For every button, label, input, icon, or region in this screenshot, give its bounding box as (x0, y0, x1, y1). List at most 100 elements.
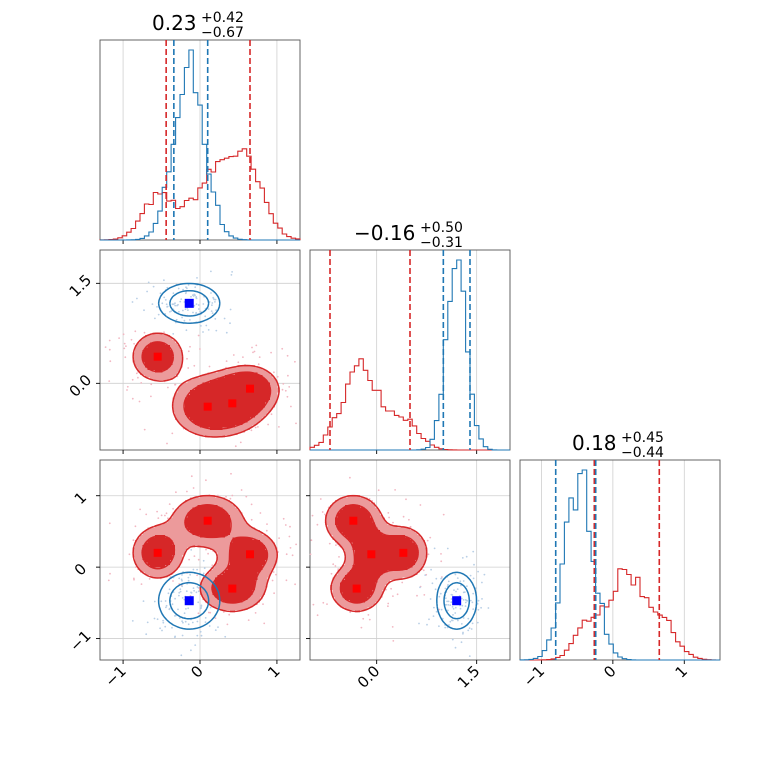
sample-point-blue (180, 578, 183, 581)
sample-point-blue (230, 274, 233, 276)
sample-point-blue (447, 580, 450, 583)
sample-point-red (145, 513, 148, 516)
mode-marker-red (203, 402, 212, 411)
contour-blue-outer (436, 571, 478, 630)
sample-point-blue (476, 621, 479, 624)
sample-point-red (294, 360, 296, 363)
sample-point-red (273, 371, 275, 374)
sample-point-blue (192, 295, 195, 297)
sample-point-red (211, 564, 214, 567)
sample-point-blue (214, 298, 217, 301)
sample-point-red (130, 338, 133, 341)
sample-point-red (205, 548, 207, 551)
sample-point-red (239, 441, 242, 444)
title-2-main: 0.18 (572, 431, 617, 455)
sample-point-red (150, 383, 153, 386)
sample-point-red (165, 512, 168, 515)
sample-point-blue (178, 310, 180, 313)
sample-point-blue (165, 606, 167, 609)
sample-point-red (197, 334, 200, 337)
sample-point-red (278, 426, 280, 428)
sample-point-blue (454, 573, 457, 576)
sample-point-blue (469, 574, 472, 577)
sample-point-blue (452, 614, 454, 616)
sample-point-red (254, 426, 257, 429)
sample-point-red (324, 513, 326, 516)
tick-label-x: 1.5 (454, 662, 484, 692)
sample-point-blue (146, 621, 149, 624)
sample-point-blue (439, 592, 442, 595)
sample-point-blue (467, 617, 470, 620)
sample-point-blue (202, 303, 205, 305)
sample-point-blue (190, 592, 193, 594)
sample-point-blue (464, 601, 467, 604)
sample-point-red (252, 351, 254, 354)
sample-point-blue (438, 625, 440, 628)
sample-point-red (312, 603, 315, 606)
sample-point-red (253, 350, 256, 353)
sample-point-red (294, 583, 296, 586)
sample-point-red (422, 569, 425, 572)
sample-point-blue (468, 655, 471, 657)
sample-point-red (174, 383, 177, 386)
sample-point-blue (177, 608, 179, 611)
sample-point-red (270, 351, 272, 354)
sample-point-red (209, 611, 212, 614)
sample-point-red (275, 573, 277, 576)
sample-point-red (250, 518, 253, 521)
sample-point-red (281, 347, 284, 350)
sample-point-blue (449, 604, 452, 606)
sample-point-red (230, 472, 232, 475)
contour-red-inner (141, 341, 272, 430)
sample-point-red (310, 539, 313, 542)
sample-point-blue (195, 311, 198, 314)
sample-point-blue (473, 563, 475, 566)
sample-point-blue (448, 624, 450, 626)
sample-point-red (295, 422, 297, 425)
sample-point-blue (197, 590, 200, 593)
sample-point-blue (185, 286, 187, 289)
sample-point-red (222, 611, 225, 613)
sample-point-blue (418, 622, 420, 625)
sample-point-blue (168, 588, 171, 591)
sample-point-blue (152, 285, 155, 288)
sample-point-blue (211, 302, 214, 304)
sample-point-blue (142, 600, 145, 602)
sample-point-red (285, 579, 288, 582)
sample-point-red (168, 503, 171, 505)
sample-point-blue (157, 313, 160, 316)
histogram-blue (519, 469, 720, 661)
sample-point-red (362, 617, 365, 620)
sample-point-red (225, 360, 228, 362)
sample-point-red (140, 583, 143, 585)
sample-point-red (237, 361, 240, 364)
sample-point-blue (215, 329, 218, 332)
sample-point-blue (182, 288, 185, 291)
sample-point-blue (177, 303, 179, 306)
sample-point-blue (447, 584, 449, 586)
sample-point-red (108, 348, 111, 351)
sample-point-red (419, 504, 422, 506)
sample-point-blue (438, 595, 441, 598)
sample-point-red (171, 432, 174, 435)
sample-point-red (282, 383, 285, 385)
sample-point-red (135, 372, 138, 375)
sample-point-red (272, 571, 275, 573)
sample-point-blue (182, 621, 184, 624)
sample-point-red (392, 521, 394, 524)
sample-point-blue (171, 303, 174, 306)
tick-label-y: 0.0 (66, 371, 96, 401)
sample-point-red (285, 553, 288, 556)
sample-point-blue (477, 570, 479, 573)
sample-point-blue (163, 279, 165, 282)
sample-point-red (167, 386, 169, 389)
sample-point-red (440, 553, 442, 555)
sample-point-red (107, 579, 110, 582)
sample-point-blue (204, 315, 207, 318)
sample-point-red (143, 428, 146, 431)
sample-point-red (332, 563, 335, 566)
sample-point-red (387, 602, 390, 605)
sample-point-blue (469, 599, 472, 602)
sample-point-red (440, 560, 443, 563)
sample-point-blue (207, 329, 210, 331)
